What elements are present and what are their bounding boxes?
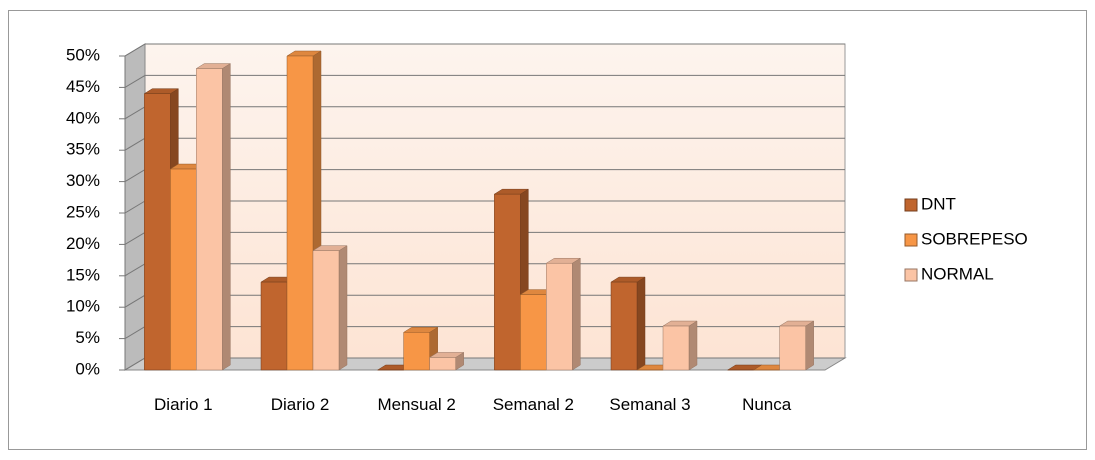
grid-line-side — [124, 169, 146, 183]
y-tick-label: 15% — [66, 265, 100, 284]
x-tick-label: Diario 2 — [270, 395, 330, 414]
x-tick-label: Diario 1 — [154, 395, 213, 414]
bar — [428, 351, 465, 371]
bar-side — [688, 320, 698, 371]
bar-front — [662, 325, 690, 371]
bar — [195, 63, 232, 371]
bar — [610, 276, 646, 371]
bar-side — [338, 245, 348, 371]
grid-line-side — [124, 137, 146, 151]
grid-line-side — [124, 200, 146, 214]
bar-side — [805, 320, 814, 371]
grid-line-side — [124, 357, 146, 371]
y-tick-label: 30% — [66, 171, 100, 190]
y-tick-label: 25% — [66, 202, 100, 221]
grid-line-side — [124, 263, 146, 277]
grid-line-side — [124, 43, 146, 57]
bar — [545, 257, 582, 371]
legend-swatch — [904, 268, 918, 282]
y-tick-label: 35% — [66, 140, 100, 159]
grid-line-side — [124, 74, 146, 88]
bar — [778, 320, 815, 371]
grid-line-side — [124, 231, 146, 245]
bar-front — [610, 281, 638, 371]
y-tick-label: 40% — [66, 108, 100, 127]
grid-line-side — [124, 106, 146, 120]
legend-label: SOBREPESO — [921, 229, 1028, 248]
x-tick-label: Mensual 2 — [377, 395, 456, 414]
bar-front — [144, 93, 171, 371]
y-tick-label: 45% — [66, 77, 100, 96]
bar-front — [546, 262, 573, 371]
legend-label: DNT — [921, 194, 956, 213]
bar-front — [170, 168, 197, 371]
x-tick-label: Semanal 2 — [492, 395, 574, 414]
y-tick-label: 0% — [75, 359, 100, 378]
legend-swatch — [904, 233, 918, 247]
bar-front — [429, 357, 456, 371]
bar-front — [196, 68, 223, 371]
bar-front — [779, 325, 806, 371]
y-tick-label: 50% — [66, 45, 100, 64]
bar-front — [286, 55, 314, 371]
y-tick-label: 10% — [66, 297, 100, 316]
grid-line-side — [124, 326, 146, 340]
bar-side — [222, 63, 231, 371]
bar — [662, 320, 698, 371]
y-tick-label: 20% — [66, 234, 100, 253]
bar-front — [520, 294, 547, 371]
bar-front — [494, 193, 521, 371]
bar-front — [403, 332, 430, 371]
y-tick-label: 5% — [75, 328, 100, 347]
bar-side — [636, 276, 646, 371]
legend-swatch — [904, 198, 918, 212]
legend-label: NORMAL — [921, 264, 994, 283]
grid-line-side — [124, 294, 146, 308]
bar-front — [260, 281, 288, 371]
x-tick-label: Nunca — [742, 395, 792, 414]
bar-side — [572, 257, 581, 371]
bar — [312, 245, 348, 371]
bar — [402, 326, 439, 371]
bar-front — [312, 250, 340, 371]
x-tick-label: Semanal 3 — [609, 395, 691, 414]
